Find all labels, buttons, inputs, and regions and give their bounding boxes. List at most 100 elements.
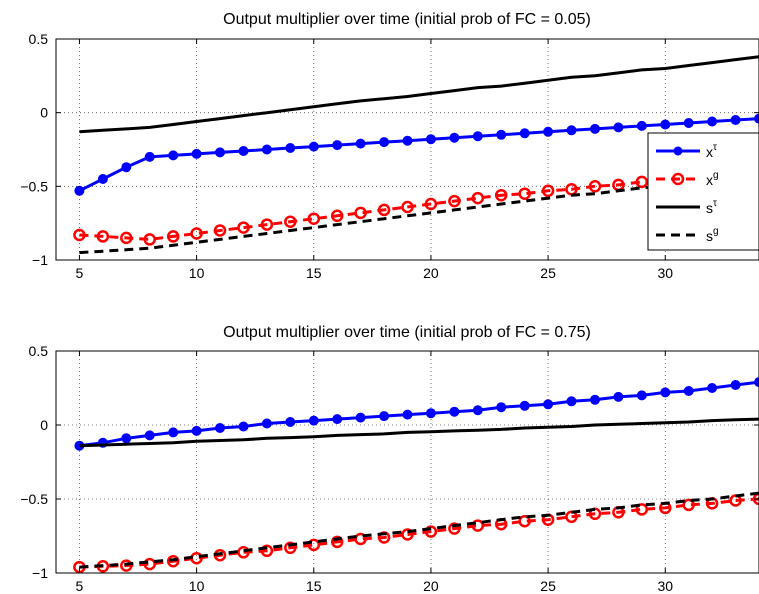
chart-bottom-series-1-point-7 [237,546,250,559]
chart-top-series-0-point-17 [472,131,483,142]
chart-top-series-group [73,55,759,255]
chart-bottom-ytick-label-1: −0.5 [20,491,48,507]
chart-top-series-0-point-14 [402,135,413,146]
chart-top-series-0-point-7 [238,146,249,156]
chart-bottom-series-0-point-6 [215,423,225,433]
chart-bottom-xtick-label-4: 25 [540,578,556,594]
chart-top-series-1-point-16 [448,194,461,208]
chart-bottom-xtick-label-1: 10 [189,578,205,594]
chart-bottom-series-0-point-19 [519,400,530,411]
chart-bottom-series-0-point-14 [402,409,413,420]
chart-top-series-0-point-12 [355,138,366,149]
chart-top-series-0-point-20 [543,126,554,137]
chart-bottom-series-0-point-5 [191,425,202,436]
chart-top-xtick-label-0: 5 [76,265,84,281]
chart-top-series-0-point-15 [425,134,436,145]
chart-top-series-2-line [79,55,759,134]
chart-top-series-0-point-13 [379,137,390,148]
chart-top-series-1-point-18 [494,188,508,202]
legend-label-1: xg [706,170,719,188]
chart-top-series-1-point-6 [213,224,227,237]
chart-top-series-1-point-1 [96,230,110,243]
chart-bottom-xtick-label-3: 20 [423,578,439,594]
chart-top-series-0-point-27 [707,116,718,127]
chart-top-series-1-point-17 [471,191,485,205]
chart-top-series-1-point-19 [518,187,531,200]
legend-marker-1 [671,172,685,186]
chart-bottom-series-1-point-11 [330,535,344,549]
chart-bottom-series-0-point-29 [754,377,759,388]
chart-top-plot-area [56,39,759,260]
chart-bottom-series-1-point-17 [471,519,485,532]
chart-bottom-series-1-point-3 [143,557,156,571]
chart-top-series-0-point-25 [660,119,671,130]
chart-top-series-0-point-3 [144,151,155,162]
chart-bottom-series-0-point-17 [472,405,483,416]
chart-top-series-1-point-2 [120,231,133,245]
chart-top-xtick-label-4: 25 [540,265,556,281]
chart-bottom-ytick-label-0: −1 [32,565,48,581]
chart-bottom-series-1-point-10 [307,538,321,552]
chart-top-series-1-point-7 [237,221,250,234]
chart-top: Output multiplier over time (initial pro… [20,11,759,281]
chart-top-series-0-point-11 [332,140,343,151]
chart-bottom-series-group [73,377,759,573]
chart-top-series-0-point-23 [613,122,624,133]
chart-bottom: Output multiplier over time (initial pro… [20,324,759,594]
chart-bottom-xtick-label-2: 15 [306,578,322,594]
chart-bottom-series-1-point-9 [284,541,297,555]
chart-top-series-0-point-26 [683,118,694,128]
chart-top-xtick-label-5: 30 [657,265,673,281]
chart-bottom-series-0-point-7 [238,421,249,432]
chart-top-ytick-label-1: −0.5 [20,178,48,194]
chart-top-series-1-point-8 [260,218,274,231]
chart-bottom-series-0-point-20 [543,399,554,410]
chart-bottom-series-0-point-2 [121,433,132,444]
chart-top-frame [55,38,759,261]
chart-bottom-series-2-line [79,417,759,448]
chart-top-series-0-point-29 [754,113,759,124]
chart-bottom-frame [55,350,759,574]
chart-top-series-0-point-28 [730,115,741,125]
chart-bottom-series-0-point-8 [261,418,272,429]
chart-top-series-1-point-10 [307,212,321,225]
chart-top-series-0-point-9 [285,143,296,153]
chart-top-series-0-point-2 [121,162,132,173]
chart-top-series-1-point-0 [73,228,86,242]
chart-bottom-series-1-point-4 [166,554,180,568]
chart-top-series-0-point-8 [261,144,272,155]
chart-top-series-0-point-21 [566,125,577,136]
chart-top-series-1-point-13 [377,203,391,217]
chart-top-ytick-label-2: 0 [40,105,48,121]
chart-top-series-0-point-5 [191,148,202,159]
chart-top-series-1-point-15 [424,197,438,211]
chart-bottom-series-0-point-16 [449,406,460,417]
chart-bottom-series-0-point-27 [707,383,718,393]
chart-top-legend: xτ xg sτ sg [647,132,759,251]
chart-bottom-series-0-point-25 [660,387,671,398]
chart-bottom-series-0-point-4 [168,427,179,438]
chart-top-series-1-point-22 [588,180,602,193]
chart-top-series-1-point-12 [354,206,367,220]
chart-top-series-0-point-22 [590,123,600,134]
chart-top-title: Output multiplier over time (initial pro… [223,11,591,28]
chart-bottom-series-1-point-16 [448,522,461,535]
chart-bottom-series-1-point-26 [682,498,695,512]
legend-label-0: xτ [706,142,717,160]
chart-bottom-series-1-point-24 [635,503,649,516]
legend-label-2: sτ [706,198,717,216]
chart-bottom-series-1-point-12 [354,532,367,546]
chart-top-series-0-point-0 [74,185,85,196]
chart-top-ytick-label-3: 0.5 [29,31,49,47]
chart-bottom-series-0-point-18 [496,402,507,413]
chart-bottom-title: Output multiplier over time (initial pro… [223,324,591,341]
chart-bottom-ytick-label-3: 0.5 [29,343,49,359]
chart-bottom-series-0-point-22 [590,394,600,405]
chart-top-series-1-point-9 [284,215,297,228]
chart-top-series-0-point-16 [449,132,460,143]
chart-bottom-series-0-point-10 [308,415,319,426]
chart-top-series-1-point-4 [166,230,180,243]
chart-top-series-1-point-14 [401,200,414,214]
chart-bottom-series-1-point-2 [120,559,133,572]
chart-bottom-series-3-line [79,491,759,569]
